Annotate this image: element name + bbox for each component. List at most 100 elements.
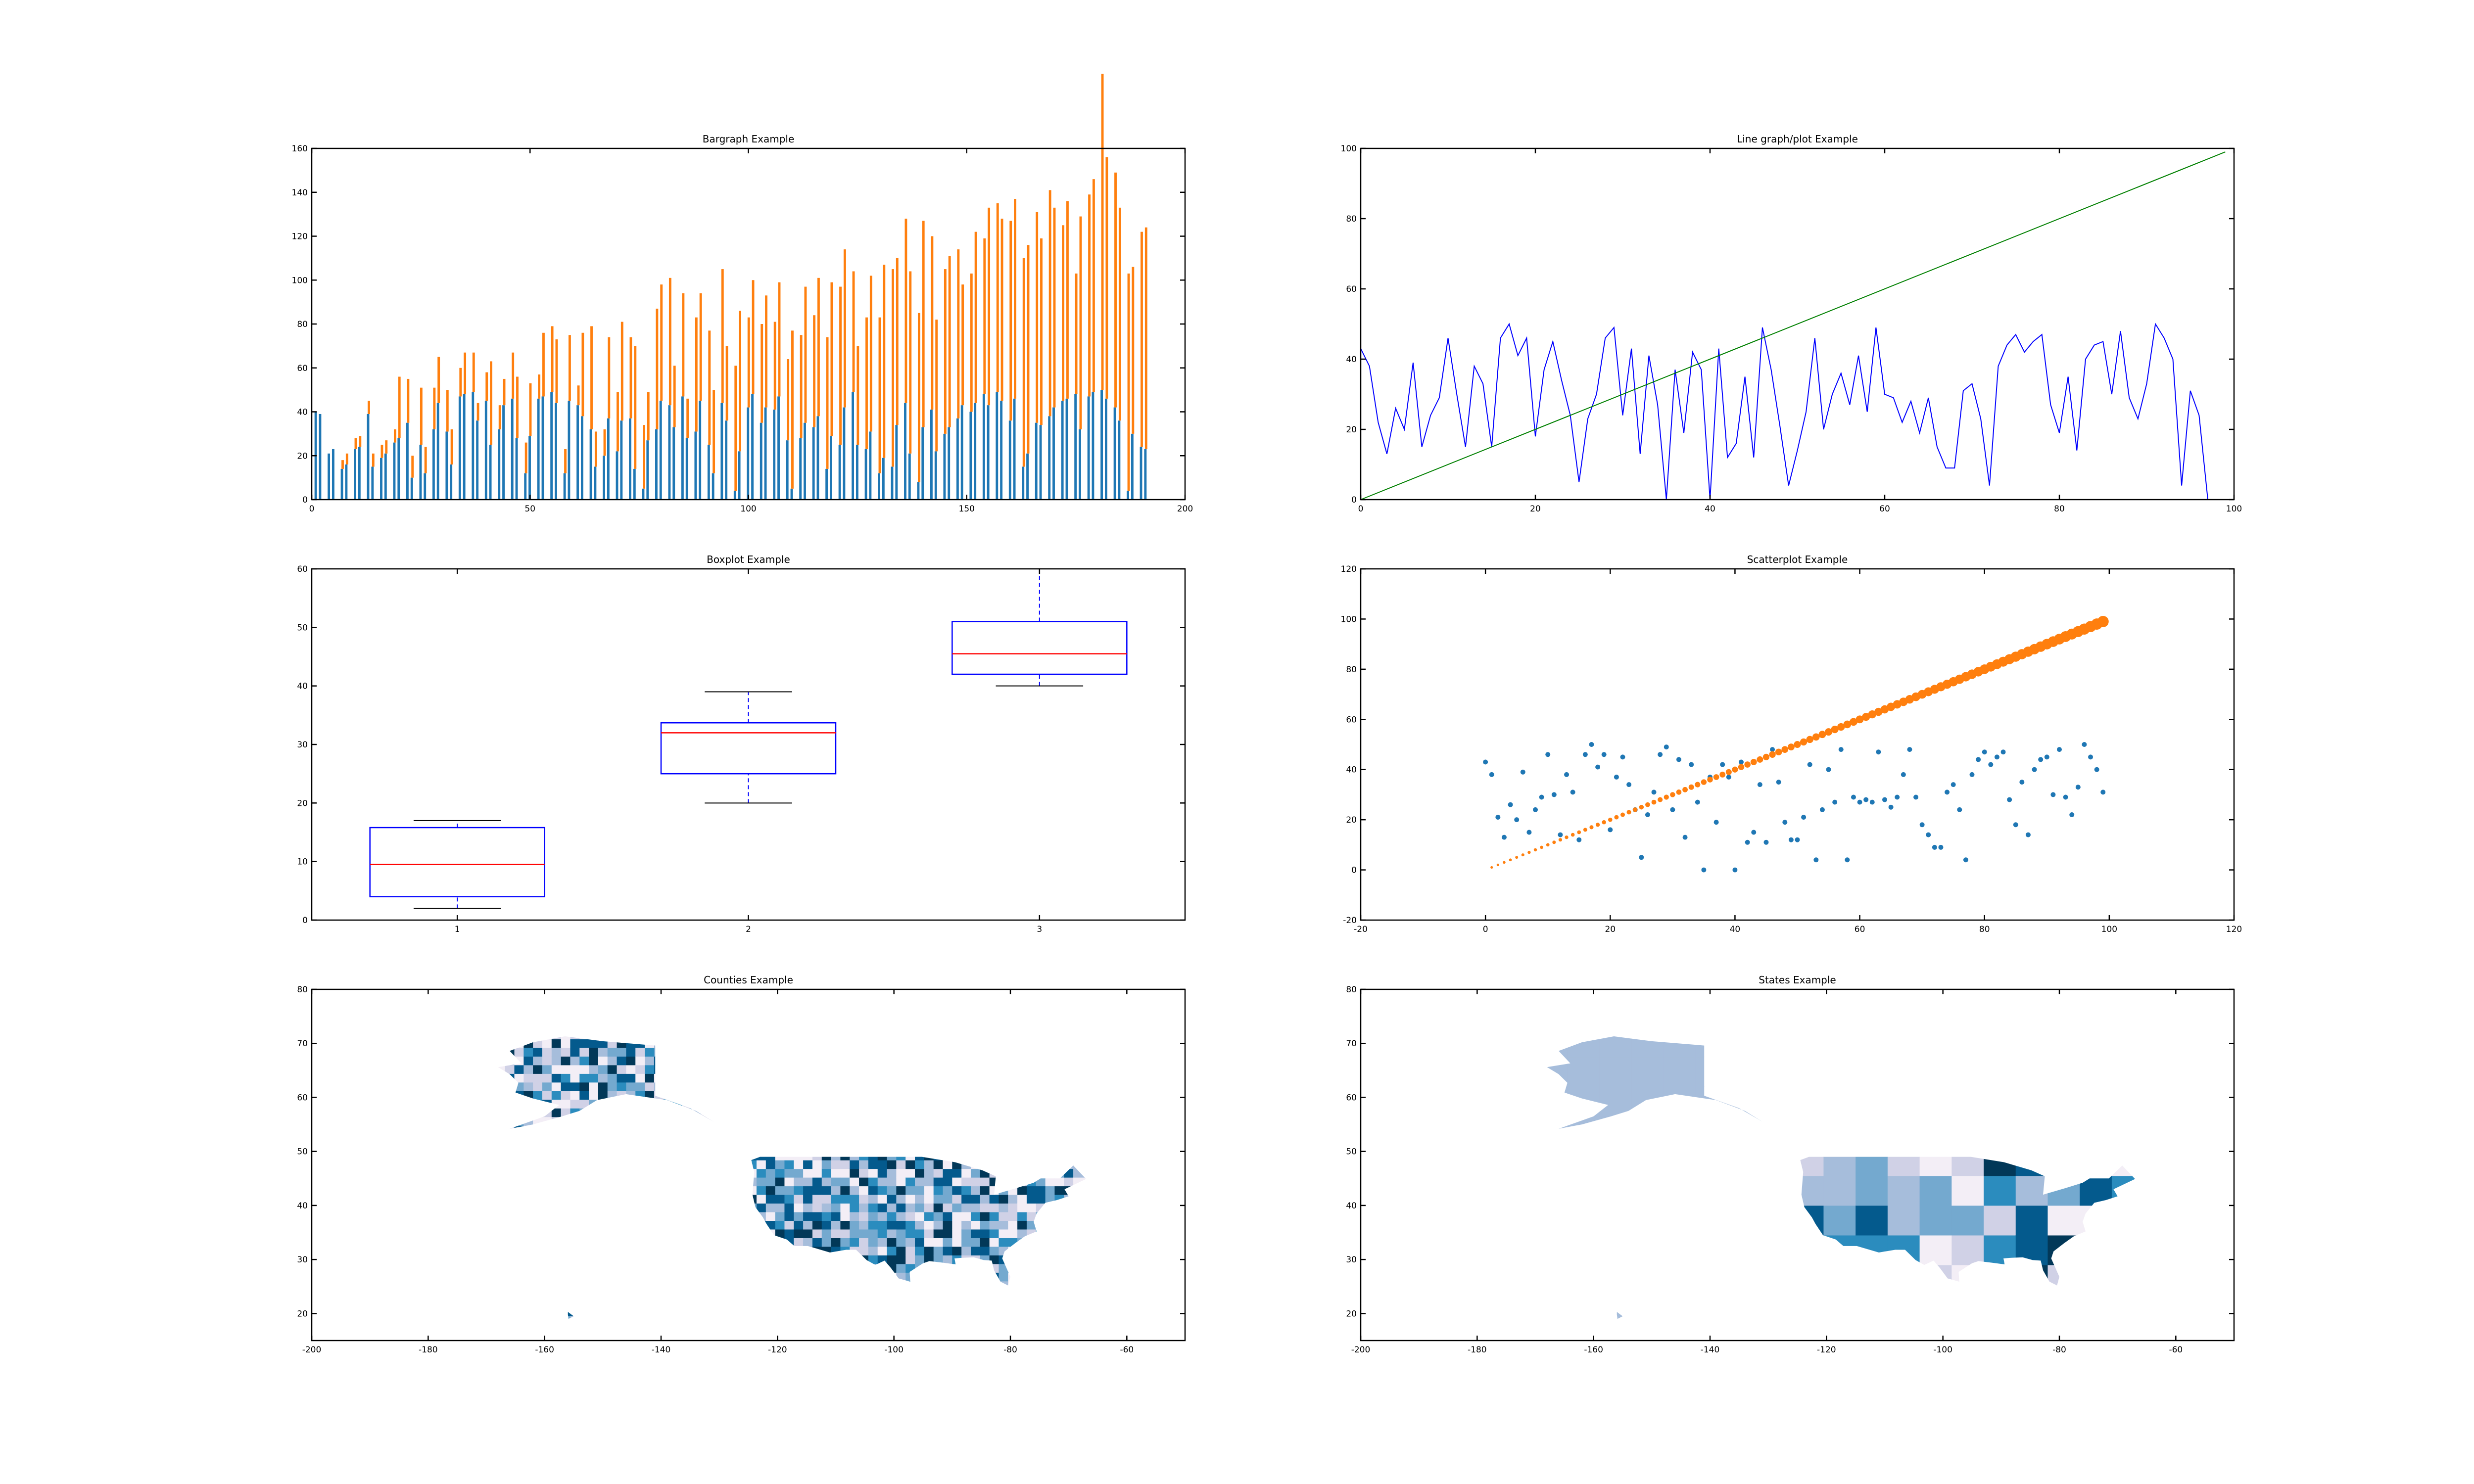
county-shape (498, 1238, 506, 1247)
plot-frame (1360, 147, 2235, 501)
county-shape (1054, 1281, 1064, 1290)
county-shape (626, 1168, 636, 1178)
county-shape (1092, 1281, 1101, 1290)
x-tick-label: -120 (768, 1345, 787, 1355)
county-shape (663, 1108, 673, 1117)
county-shape (617, 1134, 626, 1143)
state-shape (2144, 1116, 2176, 1147)
county-shape (701, 1212, 711, 1221)
county-shape (821, 1281, 832, 1290)
county-shape (1017, 1177, 1027, 1187)
bar-blue (476, 420, 479, 500)
county-shape (626, 1091, 636, 1100)
county-shape (598, 1263, 608, 1273)
county-shape (551, 1281, 562, 1290)
county-shape (682, 1073, 692, 1083)
county-shape (1045, 1186, 1055, 1195)
county-shape (1082, 1220, 1086, 1230)
county-shape (617, 1116, 626, 1126)
county-shape (1026, 1246, 1037, 1255)
county-shape (784, 1220, 794, 1230)
county-shape (691, 1186, 701, 1195)
county-shape (1082, 1160, 1086, 1169)
county-shape (905, 1203, 915, 1212)
county-shape (1054, 1255, 1064, 1264)
county-shape (1017, 1134, 1027, 1143)
panel-states-example: States Example-200 -180 -160 -140 -120 -100 -8… (1346, 974, 2235, 1355)
bar-blue (712, 473, 714, 500)
county-shape (533, 1151, 543, 1160)
county-shape (877, 1290, 888, 1299)
county-shape (1101, 1272, 1111, 1281)
county-shape (915, 1281, 925, 1290)
county-shape (1036, 1125, 1046, 1135)
county-shape (654, 1125, 664, 1135)
state-shape (1567, 1235, 1600, 1265)
county-shape (1082, 1125, 1086, 1135)
county-shape (1008, 1272, 1018, 1282)
county-shape (840, 1047, 850, 1057)
county-shape (1054, 1298, 1064, 1307)
county-shape (663, 1290, 673, 1299)
state-shape (1567, 1036, 1600, 1058)
county-shape (1008, 1065, 1018, 1074)
county-shape (1073, 1290, 1083, 1299)
state-shape (1951, 1205, 1984, 1236)
state-shape (2015, 1175, 2048, 1206)
county-shape (850, 1298, 859, 1307)
county-shape (784, 1036, 794, 1039)
bar-blue (528, 436, 531, 500)
county-shape (933, 1116, 944, 1126)
county-shape (570, 1082, 580, 1091)
county-shape (803, 1298, 813, 1307)
county-shape (486, 1082, 496, 1091)
county-shape (999, 1134, 1008, 1143)
county-shape (877, 1056, 888, 1066)
county-shape (952, 1203, 962, 1212)
bar-blue (904, 403, 906, 500)
county-shape (821, 1160, 832, 1169)
county-shape (859, 1298, 869, 1307)
county-shape (570, 1290, 580, 1299)
county-shape (896, 1177, 906, 1187)
county-shape (952, 1315, 962, 1319)
county-shape (645, 1099, 655, 1109)
county-shape (486, 1030, 496, 1039)
state-shape (1984, 1146, 2016, 1176)
county-shape (924, 1255, 934, 1264)
county-shape (701, 1238, 711, 1247)
county-shape (682, 1272, 692, 1282)
state-shape (1919, 1235, 1952, 1265)
county-shape (980, 1151, 990, 1160)
scatter-point-orange (1843, 720, 1852, 729)
county-shape (850, 1307, 859, 1316)
bar-orange (725, 346, 728, 421)
county-shape (775, 1177, 785, 1187)
county-shape (812, 1298, 822, 1307)
county-shape (533, 1036, 543, 1039)
county-shape (505, 1134, 515, 1143)
county-shape (915, 1195, 925, 1204)
county-shape (570, 1255, 580, 1264)
county-shape (663, 1065, 673, 1074)
county-shape (738, 1134, 748, 1143)
county-shape (635, 1151, 645, 1160)
county-shape (850, 1160, 859, 1169)
county-shape (924, 1073, 934, 1083)
county-shape (1008, 1160, 1018, 1169)
county-shape (1045, 1151, 1055, 1160)
county-shape (933, 1082, 944, 1091)
state-shape (1547, 1235, 1568, 1265)
county-shape (672, 1116, 682, 1126)
scatter-point-blue (1545, 752, 1551, 757)
state-shape (2047, 1086, 2080, 1117)
x-tick-label: 20 (1605, 925, 1616, 934)
county-shape (523, 1056, 533, 1066)
county-shape (961, 1160, 971, 1169)
county-shape (896, 1065, 906, 1074)
county-shape (989, 1047, 999, 1057)
county-shape (682, 1186, 692, 1195)
county-shape (989, 1186, 999, 1195)
x-tick-label: -200 (1351, 1345, 1371, 1355)
county-shape (672, 1272, 682, 1282)
